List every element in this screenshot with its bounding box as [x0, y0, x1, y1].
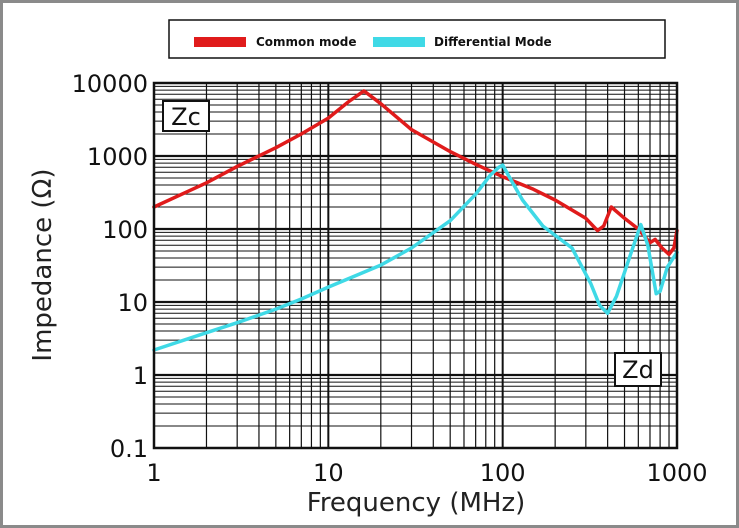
zc-label: Zc [171, 103, 201, 131]
y-tick-label: 1 [133, 362, 148, 390]
y-tick-label: 100 [102, 216, 148, 244]
differential-mode-line [152, 163, 679, 352]
legend-label-common-mode: Common mode [256, 35, 357, 49]
x-axis-title: Frequency (MHz) [307, 488, 526, 518]
legend-swatch-differential-mode [373, 37, 425, 47]
legend-swatch-common-mode [194, 37, 246, 47]
y-tick-label: 0.1 [110, 435, 148, 463]
plot-border [152, 81, 679, 450]
y-tick-label: 10000 [72, 70, 148, 98]
zd-label: Zd [622, 356, 654, 384]
zc-tag: Zc [162, 100, 210, 132]
y-tick-label: 10 [117, 289, 148, 317]
y-axis-title: Impedance (Ω) [28, 168, 58, 361]
grid [154, 83, 677, 448]
x-tick-label: 1000 [646, 459, 707, 487]
series-layer [152, 89, 679, 352]
legend: Common mode Differential Mode [168, 19, 666, 59]
zd-tag: Zd [614, 352, 662, 387]
x-tick-label: 1 [146, 459, 161, 487]
x-tick-label: 10 [313, 459, 344, 487]
legend-label-differential-mode: Differential Mode [434, 35, 552, 49]
common-mode-line [152, 89, 679, 257]
x-tick-label: 100 [480, 459, 526, 487]
y-tick-label: 1000 [87, 143, 148, 171]
